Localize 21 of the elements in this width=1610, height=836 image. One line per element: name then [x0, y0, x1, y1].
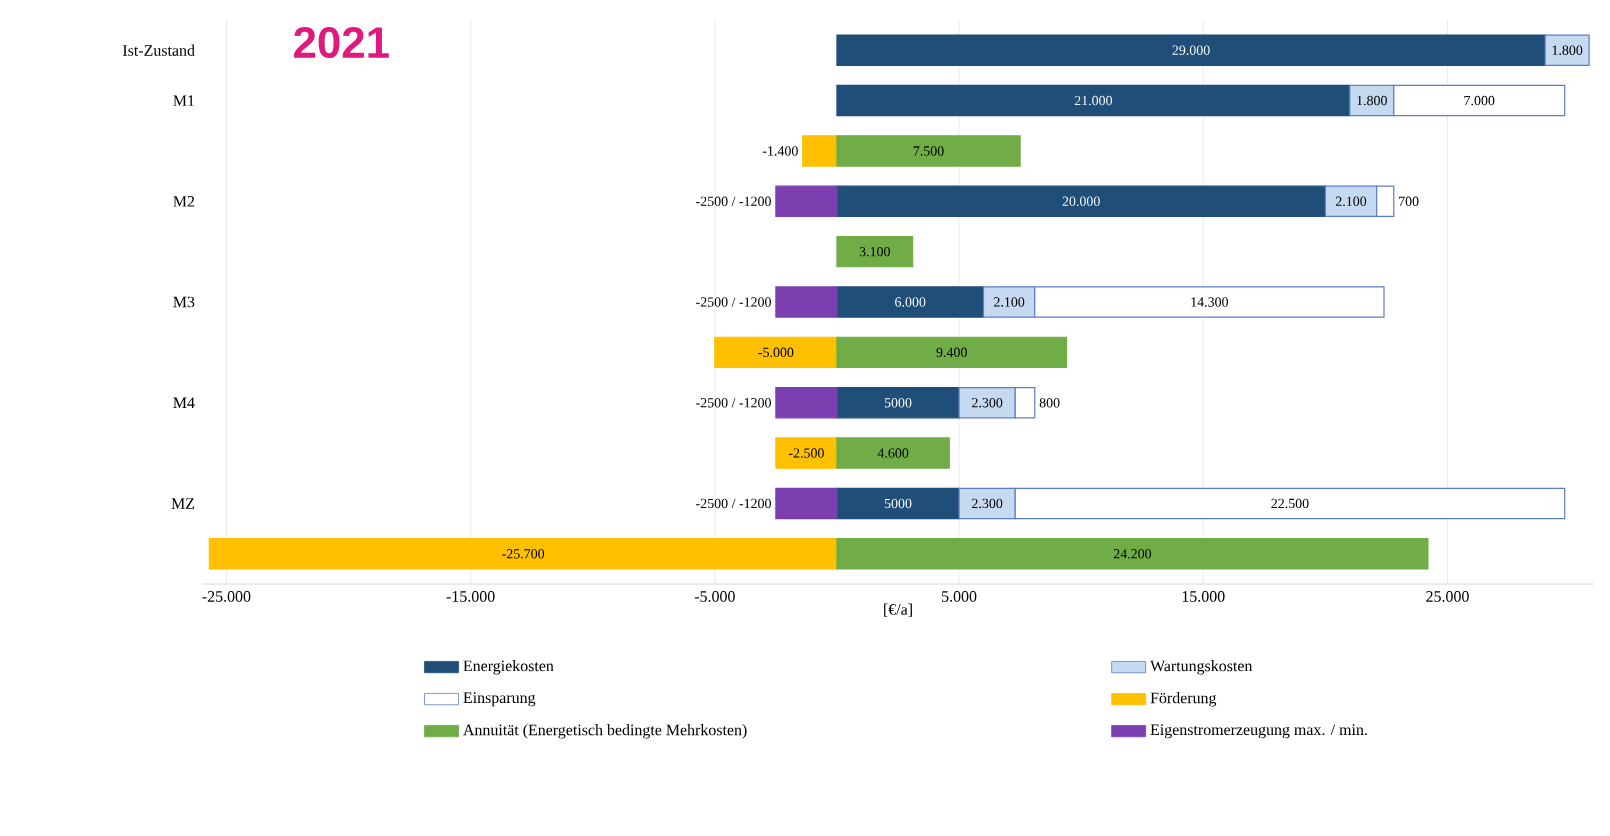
- bar: [714, 336, 838, 369]
- bar: [836, 135, 1021, 167]
- bar: [836, 538, 1429, 570]
- bar: [775, 437, 838, 469]
- bar: [775, 487, 838, 520]
- bar: [836, 387, 960, 419]
- bar: [775, 185, 838, 217]
- bar: [775, 286, 838, 318]
- bar: [836, 185, 1326, 217]
- bar: [208, 538, 838, 570]
- bar: [836, 437, 950, 469]
- bar: [836, 336, 1068, 369]
- bar: [836, 487, 960, 520]
- bar: [836, 84, 1351, 117]
- bar: [836, 286, 985, 318]
- bar: [775, 387, 838, 419]
- bar: [802, 135, 838, 167]
- bar: [1544, 34, 1590, 66]
- bar: [836, 34, 1546, 66]
- bar: [836, 235, 914, 268]
- chart-title: 2021: [294, 27, 389, 59]
